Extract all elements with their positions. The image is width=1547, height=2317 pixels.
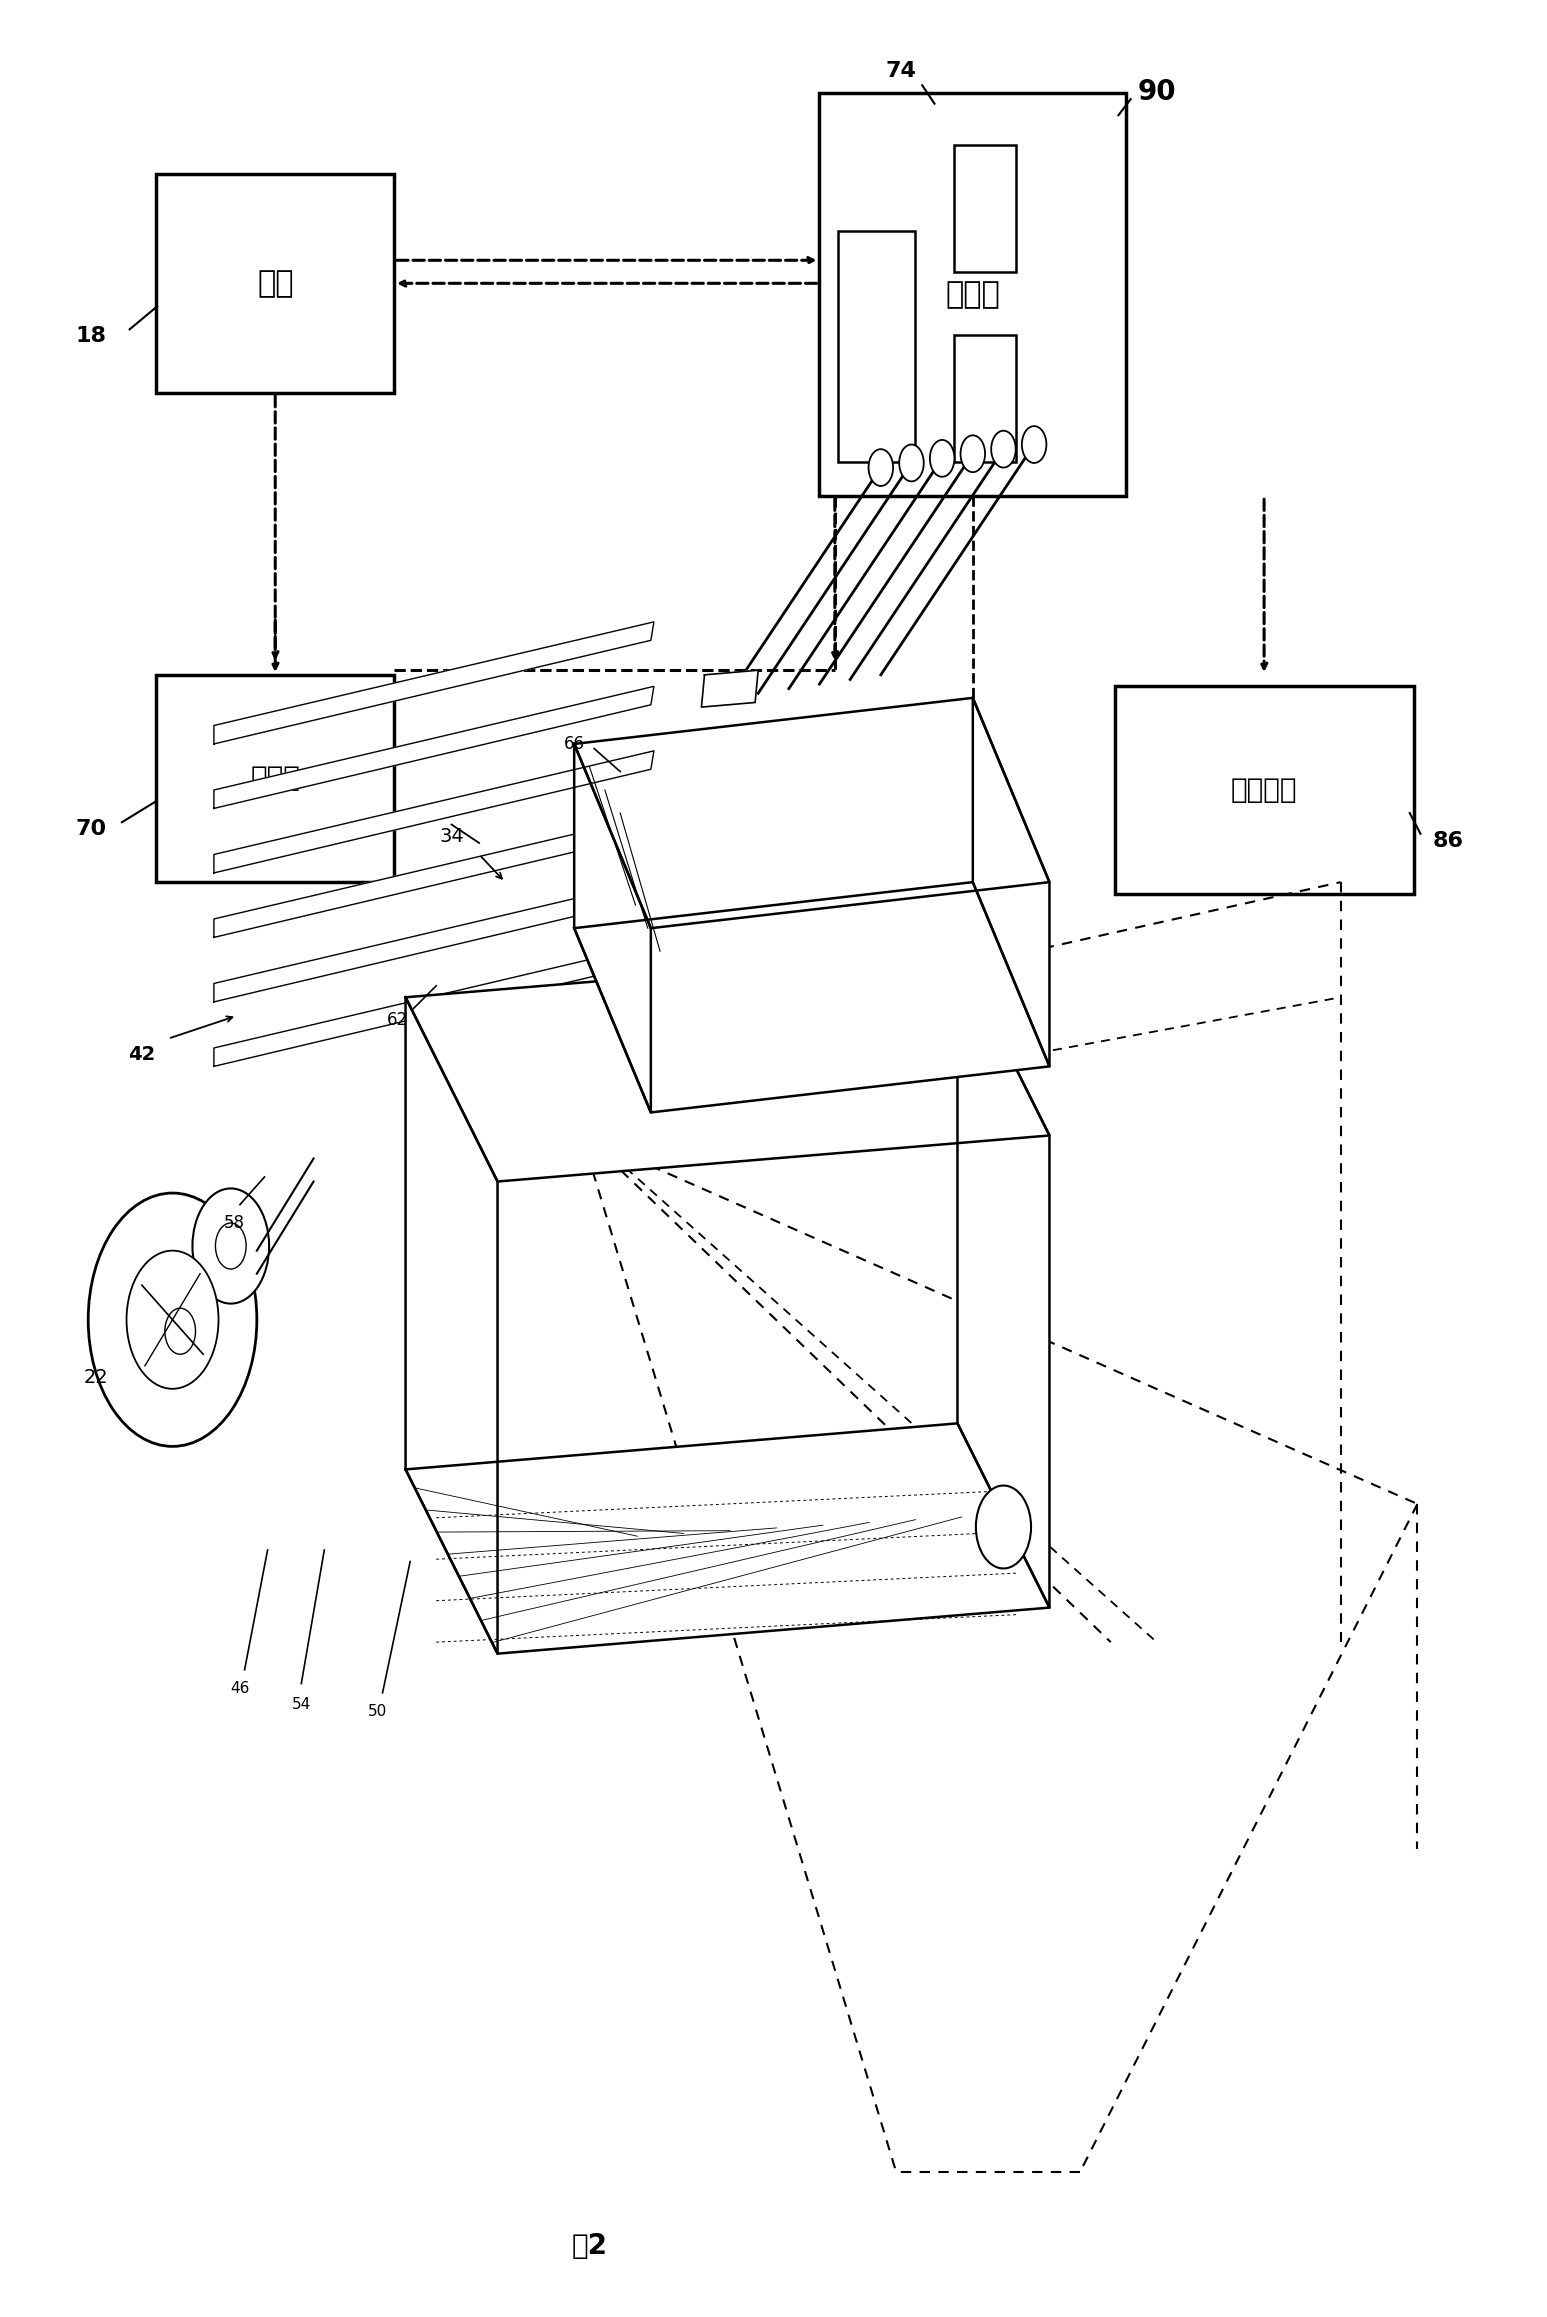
Circle shape bbox=[88, 1193, 257, 1446]
Polygon shape bbox=[405, 952, 1049, 1182]
Text: 34: 34 bbox=[439, 827, 464, 846]
Text: 图2: 图2 bbox=[571, 2231, 608, 2259]
Text: 46: 46 bbox=[231, 1680, 249, 1696]
Text: 致动器: 致动器 bbox=[251, 765, 300, 792]
Circle shape bbox=[961, 436, 985, 473]
FancyBboxPatch shape bbox=[838, 232, 914, 461]
FancyBboxPatch shape bbox=[954, 146, 1016, 271]
Circle shape bbox=[166, 1309, 195, 1353]
Polygon shape bbox=[405, 1423, 1049, 1654]
Polygon shape bbox=[574, 697, 1049, 929]
Polygon shape bbox=[574, 883, 1049, 1112]
FancyBboxPatch shape bbox=[156, 174, 394, 392]
Text: 54: 54 bbox=[292, 1696, 311, 1712]
Text: 62: 62 bbox=[387, 1010, 408, 1029]
Text: 58: 58 bbox=[223, 1214, 244, 1233]
Circle shape bbox=[976, 1485, 1030, 1569]
Text: 50: 50 bbox=[368, 1703, 388, 1719]
Polygon shape bbox=[701, 670, 758, 707]
Circle shape bbox=[899, 445, 924, 482]
Text: 驱动系统: 驱动系统 bbox=[1231, 776, 1298, 804]
Circle shape bbox=[868, 449, 893, 487]
Polygon shape bbox=[213, 816, 654, 938]
Polygon shape bbox=[405, 996, 498, 1654]
Text: 22: 22 bbox=[84, 1367, 108, 1388]
Circle shape bbox=[127, 1251, 218, 1388]
Text: 66: 66 bbox=[563, 734, 585, 753]
Polygon shape bbox=[958, 952, 1049, 1608]
Polygon shape bbox=[213, 686, 654, 809]
Text: 计算机: 计算机 bbox=[945, 280, 1001, 310]
Circle shape bbox=[1023, 426, 1046, 463]
FancyBboxPatch shape bbox=[820, 93, 1126, 496]
Polygon shape bbox=[213, 880, 654, 1001]
Text: 74: 74 bbox=[885, 63, 916, 81]
Circle shape bbox=[192, 1189, 269, 1304]
Circle shape bbox=[215, 1223, 246, 1270]
FancyBboxPatch shape bbox=[954, 336, 1016, 461]
Circle shape bbox=[930, 440, 954, 477]
Text: 90: 90 bbox=[1137, 79, 1176, 107]
Circle shape bbox=[992, 431, 1016, 468]
Polygon shape bbox=[213, 621, 654, 744]
Polygon shape bbox=[213, 945, 654, 1066]
Polygon shape bbox=[973, 697, 1049, 1066]
Text: 18: 18 bbox=[76, 327, 107, 345]
FancyBboxPatch shape bbox=[1115, 686, 1414, 894]
FancyBboxPatch shape bbox=[156, 674, 394, 883]
Polygon shape bbox=[574, 744, 651, 1112]
Text: 42: 42 bbox=[128, 1045, 156, 1064]
Text: 70: 70 bbox=[76, 820, 107, 839]
Polygon shape bbox=[213, 751, 654, 874]
Text: 86: 86 bbox=[1433, 832, 1463, 850]
Text: 机架: 机架 bbox=[257, 269, 294, 299]
